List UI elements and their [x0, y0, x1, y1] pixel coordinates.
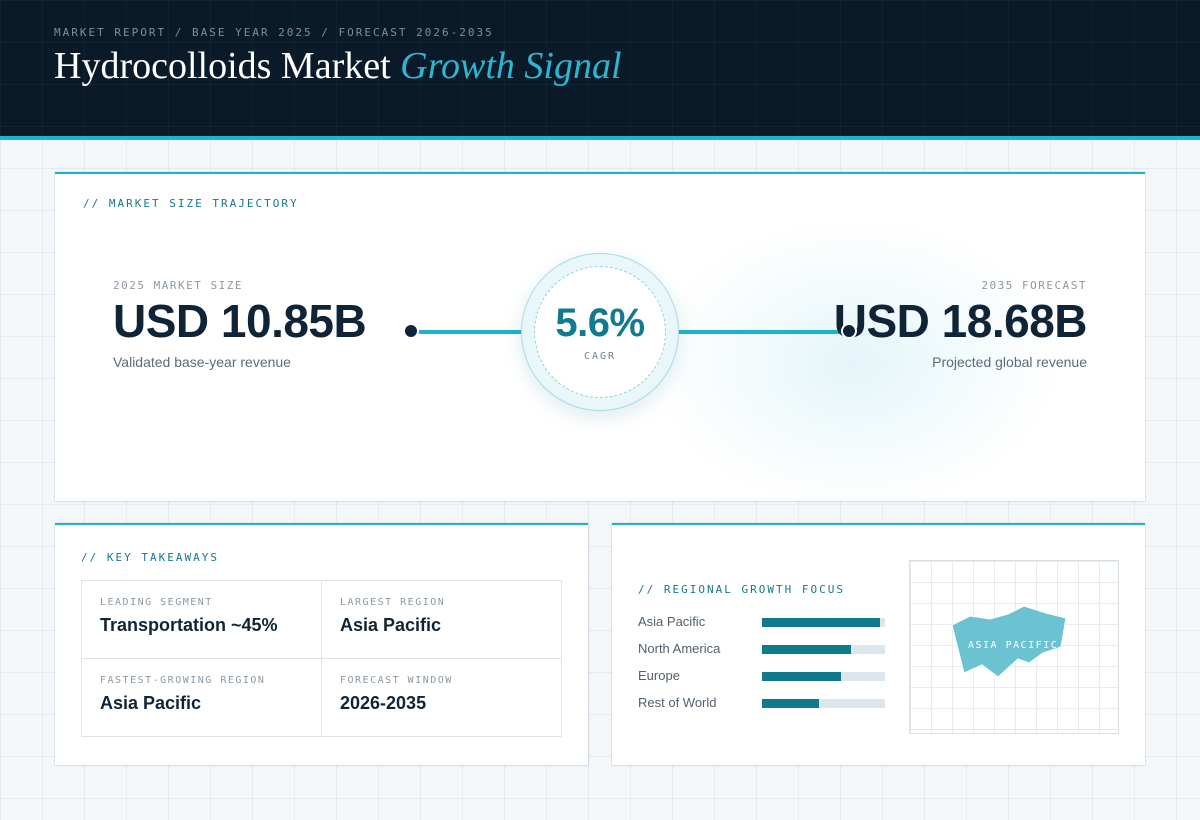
base-year-caption: Validated base-year revenue	[113, 354, 291, 370]
takeaway-fastest-growing-region: FASTEST-GROWING REGION Asia Pacific	[82, 659, 322, 737]
background-glow	[645, 214, 1065, 501]
takeaway-value: 2026-2035	[340, 693, 427, 713]
region-name: North America	[638, 641, 721, 656]
takeaway-label: LARGEST REGION	[340, 597, 446, 608]
forecast-marker	[841, 323, 857, 339]
region-bar-track	[762, 672, 885, 681]
takeaway-largest-region: LARGEST REGION Asia Pacific	[322, 581, 562, 659]
takeaway-label: LEADING SEGMENT	[100, 597, 213, 608]
region-row-asia-pacific: Asia Pacific	[638, 614, 886, 629]
report-header: MARKET REPORT / BASE YEAR 2025 / FORECAS…	[0, 0, 1200, 140]
cagr-value: 5.6%	[555, 301, 645, 345]
region-row-north-america: North America	[638, 641, 886, 656]
region-row-rest-of-world: Rest of World	[638, 695, 886, 710]
page-title-accent: Growth Signal	[400, 45, 622, 87]
takeaway-value: Asia Pacific	[100, 693, 202, 713]
cagr-badge: 5.6% CAGR	[521, 253, 679, 411]
region-bar-fill	[762, 672, 841, 681]
map-region-label: ASIA PACIFIC	[968, 640, 1059, 651]
takeaway-value: Transportation ~45%	[100, 615, 278, 635]
cagr-badge-inner: 5.6% CAGR	[534, 266, 666, 398]
region-bar-track	[762, 618, 885, 627]
regional-growth-card: // REGIONAL GROWTH FOCUS Asia Pacific No…	[612, 523, 1145, 765]
cagr-label: CAGR	[583, 351, 617, 362]
page-title: Hydrocolloids Market Growth Signal	[54, 44, 622, 88]
base-year-marker	[403, 323, 419, 339]
key-takeaways-card: // KEY TAKEAWAYS LEADING SEGMENT Transpo…	[55, 523, 588, 765]
base-year-value: USD 10.85B	[113, 295, 367, 347]
takeaways-section-label: // KEY TAKEAWAYS	[81, 551, 219, 564]
market-trajectory-card: // MARKET SIZE TRAJECTORY 2025 MARKET SI…	[55, 172, 1145, 501]
forecast-label: 2035 FORECAST	[981, 279, 1087, 292]
takeaways-grid: LEADING SEGMENT Transportation ~45% LARG…	[81, 580, 562, 737]
report-eyebrow: MARKET REPORT / BASE YEAR 2025 / FORECAS…	[54, 26, 494, 39]
takeaway-value: Asia Pacific	[340, 615, 442, 635]
takeaway-forecast-window: FORECAST WINDOW 2026-2035	[322, 659, 562, 737]
asia-pacific-map-shape	[951, 605, 1067, 678]
region-name: Asia Pacific	[638, 614, 706, 629]
regional-section-label: // REGIONAL GROWTH FOCUS	[638, 583, 845, 596]
takeaway-leading-segment: LEADING SEGMENT Transportation ~45%	[82, 581, 322, 659]
trajectory-line-right	[665, 330, 848, 334]
region-bar-track	[762, 645, 885, 654]
takeaway-label: FORECAST WINDOW	[340, 675, 453, 686]
trajectory-section-label: // MARKET SIZE TRAJECTORY	[83, 197, 299, 210]
region-bar-fill	[762, 699, 819, 708]
page-title-main: Hydrocolloids Market	[54, 45, 401, 87]
region-name: Rest of World	[638, 695, 717, 710]
region-bar-fill	[762, 645, 851, 654]
region-bar-fill	[762, 618, 881, 627]
forecast-value: USD 18.68B	[833, 295, 1088, 347]
forecast-caption: Projected global revenue	[932, 354, 1087, 370]
region-map: ASIA PACIFIC	[909, 560, 1119, 734]
region-bar-track	[762, 699, 885, 708]
trajectory-line-left	[417, 330, 535, 334]
takeaway-label: FASTEST-GROWING REGION	[100, 675, 266, 686]
base-year-label: 2025 MARKET SIZE	[113, 279, 243, 292]
region-name: Europe	[638, 668, 680, 683]
region-row-europe: Europe	[638, 668, 886, 683]
